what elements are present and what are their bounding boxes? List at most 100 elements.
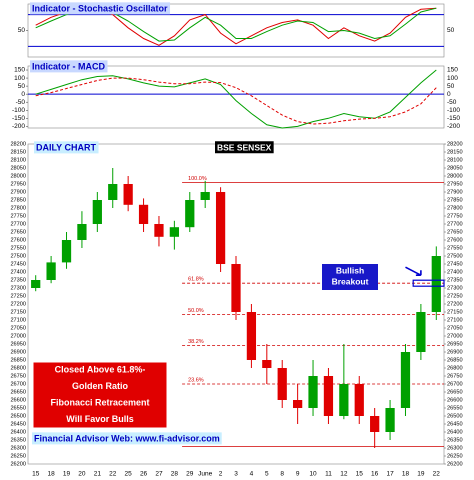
note-text: Golden Ratio (72, 381, 129, 391)
y-tick-label-right: 27100 (447, 317, 463, 323)
x-tick-label: 19 (63, 471, 71, 478)
candle-body (185, 200, 195, 228)
x-tick-label: 10 (309, 471, 317, 478)
y-tick-label: 100 (14, 75, 25, 82)
y-tick-label-right: 26300 (447, 445, 463, 451)
candle-body (246, 312, 257, 360)
y-tick-label-right: -50 (447, 99, 457, 106)
panel-frame (27, 65, 445, 129)
breakout-label-box (322, 264, 378, 290)
candle-body (92, 200, 102, 224)
candle-body (215, 192, 226, 264)
y-tick-label: 27000 (10, 333, 26, 339)
y-tick-label: 27950 (10, 181, 26, 187)
y-tick-label: 27400 (10, 269, 26, 275)
note-box (32, 361, 168, 429)
candle-body (416, 312, 426, 352)
y-tick-label-right: 26500 (447, 413, 463, 419)
y-tick-label: 27700 (10, 221, 26, 227)
y-tick-label: 0 (21, 91, 25, 98)
chart-title: BSE SENSEX (217, 142, 272, 152)
candle-body (77, 224, 87, 240)
y-tick-label-right: 27750 (447, 213, 463, 219)
y-tick-label-right: 26600 (447, 397, 463, 403)
candle-body (431, 256, 441, 312)
x-tick-label: 18 (47, 471, 55, 478)
x-tick-label: 16 (371, 471, 379, 478)
x-tick-label: 5 (265, 471, 269, 478)
y-tick-label: 27100 (10, 317, 26, 323)
y-tick-label-right: 27500 (447, 253, 463, 259)
y-tick-label: 150 (14, 67, 25, 74)
y-tick-label-right: 26550 (447, 405, 463, 411)
candle-body (262, 360, 272, 368)
panel-title-box (30, 2, 171, 15)
y-tick-label-right: 27650 (447, 229, 463, 235)
y-tick-label: 50 (18, 83, 26, 90)
y-tick-label-right: 26250 (447, 453, 463, 459)
y-tick-label: 28050 (10, 165, 26, 171)
fibonacci-label: 61.8% (188, 277, 204, 283)
y-tick-label: 26550 (10, 405, 26, 411)
y-tick-label-right: 27950 (447, 181, 463, 187)
y-tick-label-right: 28050 (447, 165, 463, 171)
x-tick-label: June (198, 471, 212, 478)
y-tick-label-right: 26750 (447, 373, 463, 379)
panel-title-box (30, 60, 108, 73)
y-tick-label-right: 27850 (447, 197, 463, 203)
candle-body (277, 368, 287, 400)
x-tick-label: 15 (356, 471, 364, 478)
y-tick-label-right: 27000 (447, 333, 463, 339)
x-tick-label: 26 (140, 471, 148, 478)
y-tick-label-right: 27250 (447, 293, 463, 299)
y-tick-label-right: 28100 (447, 157, 463, 163)
y-tick-label-right: 26650 (447, 389, 463, 395)
y-tick-label-right: 26900 (447, 349, 463, 355)
y-tick-label-right: 28150 (447, 149, 463, 155)
candle-body (323, 376, 334, 416)
candle-body (169, 227, 179, 237)
y-tick-label-right: 28200 (447, 141, 463, 147)
y-tick-label: 26700 (10, 381, 26, 387)
y-tick-label-right: 27700 (447, 221, 463, 227)
candle-body (293, 400, 303, 408)
y-tick-label: 26350 (10, 437, 26, 443)
note-text: Will Favor Bulls (66, 414, 133, 424)
x-tick-label: 22 (433, 471, 441, 478)
y-tick-label: 28200 (10, 141, 26, 147)
y-tick-label-right: 26700 (447, 381, 463, 387)
y-tick-label: 26600 (10, 397, 26, 403)
y-tick-label: -200 (12, 123, 25, 130)
note-text: Closed Above 61.8%- (55, 364, 146, 374)
y-tick-label-right: 26950 (447, 341, 463, 347)
breakout-label: Bullish (336, 265, 364, 275)
y-tick-label: 26450 (10, 421, 26, 427)
y-tick-label-right: -150 (447, 115, 460, 122)
candle-body (108, 184, 118, 200)
y-tick-label: 26950 (10, 341, 26, 347)
y-tick-label: 26400 (10, 429, 26, 435)
y-tick-label-right: 27600 (447, 237, 463, 243)
y-tick-label: 28100 (10, 157, 26, 163)
y-tick-label: 26750 (10, 373, 26, 379)
y-tick-label-right: 50 (447, 27, 455, 34)
y-tick-label-right: 27050 (447, 325, 463, 331)
y-tick-label-right: 27300 (447, 285, 463, 291)
x-tick-label: 2 (219, 471, 223, 478)
y-tick-label: 27800 (10, 205, 26, 211)
y-tick-label-right: 27150 (447, 309, 463, 315)
candle-body (61, 240, 72, 263)
x-tick-label: 19 (417, 471, 425, 478)
panel-title: Indicator - MACD (32, 61, 105, 71)
y-tick-label: 27350 (10, 277, 26, 283)
y-tick-label: 27600 (10, 237, 26, 243)
y-tick-label-right: 26200 (447, 461, 463, 467)
x-tick-label: 12 (340, 471, 348, 478)
note-text: Fibonacci Retracement (50, 397, 149, 407)
y-tick-label: 27300 (10, 285, 26, 291)
candle-body (154, 224, 164, 237)
y-tick-label-right: 27550 (447, 245, 463, 251)
y-tick-label: 27750 (10, 213, 26, 219)
y-tick-label: 26500 (10, 413, 26, 419)
y-tick-label: -100 (12, 107, 25, 114)
